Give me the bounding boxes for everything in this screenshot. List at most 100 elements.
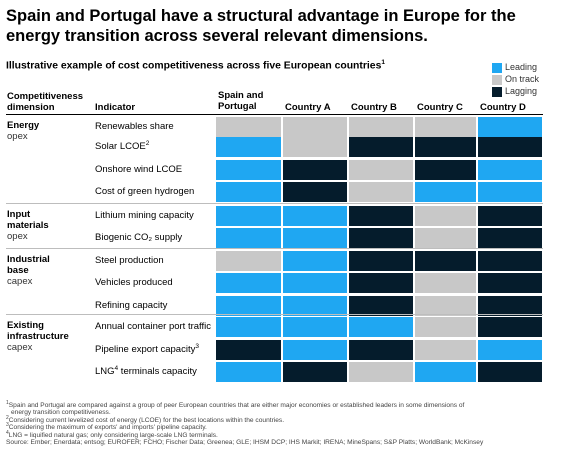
footnote-marker: 2 <box>145 139 150 147</box>
footnote-line: 4LNG = liquified natural gas; only consi… <box>6 430 562 439</box>
footnote-text: LNG = liquified natural gas; only consid… <box>8 431 218 439</box>
indicator-label: Solar LCOE2 <box>95 139 150 153</box>
footnote-marker: 4 <box>114 364 119 372</box>
dimension-name: infrastructure <box>7 331 69 342</box>
footnote-number: 3 <box>6 422 9 429</box>
status-cell <box>478 273 542 293</box>
status-cell <box>349 137 413 157</box>
indicator-label: Renewables share <box>95 121 174 133</box>
indicator-label: Pipeline export capacity3 <box>95 342 199 356</box>
indicator-label: Steel production <box>95 255 164 267</box>
status-cell <box>349 228 413 248</box>
indicator-text: Steel production <box>95 255 164 266</box>
status-cell <box>349 296 413 316</box>
status-cell <box>283 182 347 202</box>
indicator-text-suffix: terminals capacity <box>118 366 197 377</box>
status-cell <box>283 117 347 137</box>
status-cell <box>415 273 476 293</box>
status-cell <box>216 317 281 337</box>
status-cell <box>283 273 347 293</box>
column-header: Country D <box>480 102 526 113</box>
legend-label: On track <box>505 74 540 84</box>
status-cell <box>216 340 281 360</box>
status-cell <box>415 340 476 360</box>
status-cell <box>283 160 347 180</box>
status-cell <box>478 160 542 180</box>
dimension-cost-type: opex <box>7 131 28 142</box>
dimension-name: base <box>7 265 29 276</box>
indicator-text: Biogenic CO₂ supply <box>95 232 183 243</box>
indicator-text: Pipeline export capacity <box>95 344 196 355</box>
footnote-number: 2 <box>6 414 9 421</box>
header-indicator: Indicator <box>95 102 136 113</box>
status-cell <box>478 362 542 382</box>
status-cell <box>216 137 281 157</box>
group-divider <box>6 248 543 249</box>
dimension-name: Industrial <box>7 254 50 265</box>
indicator-label: LNG4 terminals capacity <box>95 364 197 378</box>
footnote-marker: 3 <box>195 342 199 350</box>
footnote-line: 3Considering the maximum of exports' and… <box>6 422 562 432</box>
status-cell <box>283 206 347 226</box>
dimension-label: Existing infrastructure capex <box>7 320 69 353</box>
indicator-label: Cost of green hydrogen <box>95 186 194 198</box>
group-divider <box>6 314 543 315</box>
status-cell <box>478 117 542 137</box>
indicator-label: Refining capacity <box>95 300 167 312</box>
indicator-text: Renewables share <box>95 121 174 132</box>
status-cell <box>478 340 542 360</box>
dimension-label: Industrial base capex <box>7 254 50 287</box>
status-cell <box>415 228 476 248</box>
dimension-name: materials <box>7 220 49 231</box>
status-cell <box>349 340 413 360</box>
status-cell <box>216 273 281 293</box>
status-cell <box>349 160 413 180</box>
legend-label: Lagging <box>505 86 538 96</box>
status-cell <box>478 317 542 337</box>
status-cell <box>283 340 347 360</box>
footnote-text: Spain and Portugal are compared against … <box>8 402 465 409</box>
indicator-text: Vehicles produced <box>95 277 173 288</box>
status-cell <box>415 251 476 271</box>
status-cell <box>415 296 476 316</box>
indicator-text: Cost of green hydrogen <box>95 186 195 197</box>
column-header: Country A <box>285 102 331 113</box>
legend-label: Leading <box>505 62 538 72</box>
indicator-text: Onshore wind LCOE <box>95 164 183 175</box>
dimension-cost-type: capex <box>7 342 33 353</box>
status-cell <box>415 117 476 137</box>
status-cell <box>283 317 347 337</box>
status-cell <box>216 228 281 248</box>
status-cell <box>283 228 347 248</box>
status-cell <box>216 296 281 316</box>
column-header: Spain and Portugal <box>218 90 264 112</box>
status-cell <box>283 251 347 271</box>
indicator-text: LNG <box>95 366 115 377</box>
footnote-line: 1Spain and Portugal are compared against… <box>6 400 562 409</box>
status-cell <box>415 182 476 202</box>
dimension-label: Energy opex <box>7 120 39 142</box>
status-cell <box>415 206 476 226</box>
dimension-name: Input <box>7 209 31 220</box>
footnote-line: energy transition competitiveness. <box>6 409 562 416</box>
indicator-text: Refining capacity <box>95 300 168 311</box>
status-cell <box>349 362 413 382</box>
status-cell <box>216 362 281 382</box>
dimension-name: Energy <box>7 120 40 131</box>
footnotes: 1Spain and Portugal are compared against… <box>6 400 562 446</box>
status-cell <box>349 117 413 137</box>
status-cell <box>349 182 413 202</box>
status-cell <box>283 137 347 157</box>
column-header: Country C <box>417 102 463 113</box>
indicator-text: Solar LCOE <box>95 141 146 152</box>
legend-swatch <box>492 63 502 73</box>
chart-subtitle: Illustrative example of cost competitive… <box>6 59 385 72</box>
indicator-text: Lithium mining capacity <box>95 210 194 221</box>
column-header: Country B <box>351 102 397 113</box>
status-cell <box>349 317 413 337</box>
indicator-label: Annual container port traffic <box>95 321 211 333</box>
status-cell <box>216 117 281 137</box>
dimension-label: Input materials opex <box>7 209 49 242</box>
indicator-label: Lithium mining capacity <box>95 210 194 222</box>
status-cell <box>283 362 347 382</box>
